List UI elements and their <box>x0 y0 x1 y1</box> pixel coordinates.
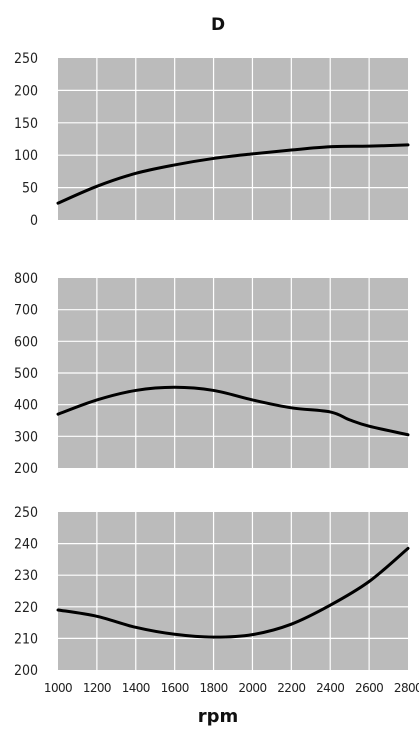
y-tick-label: 200 <box>14 461 38 477</box>
y-tick-label: 100 <box>14 148 38 164</box>
y-tick-label: 300 <box>14 429 38 445</box>
y-tick-label: 150 <box>14 116 38 132</box>
x-axis-ticks: 1000 1200 1400 1600 1800 2000 2200 2400 2600 2800 <box>44 681 419 695</box>
x-tick-label: 2200 <box>277 681 305 695</box>
y-tick-label: 200 <box>14 83 38 99</box>
series-line <box>56 546 410 639</box>
plot-background <box>58 58 408 220</box>
y-tick-label: 250 <box>14 51 38 67</box>
x-tick-label: 2800 <box>394 681 419 695</box>
x-tick-label: 1600 <box>161 681 189 695</box>
y-tick-label: 700 <box>14 303 38 319</box>
x-tick-label: 1400 <box>122 681 150 695</box>
x-tick-label: 1000 <box>44 681 72 695</box>
y-tick-label: 220 <box>14 600 38 616</box>
y-tick-label: 230 <box>14 568 38 584</box>
y-tick-label: 500 <box>14 366 38 382</box>
y-tick-label: 240 <box>14 537 38 553</box>
y-tick-label: 200 <box>14 663 38 679</box>
y-tick-label: 250 <box>14 505 38 521</box>
chart-panels: 0501001502002502003004005006007008002002… <box>14 51 410 679</box>
y-tick-label: 400 <box>14 398 38 414</box>
panel-2: 200 300 400 500 600 700 800 <box>14 271 410 477</box>
y-tick-label: 50 <box>22 181 38 197</box>
x-tick-label: 1200 <box>83 681 111 695</box>
x-axis-label: rpm <box>198 706 239 727</box>
panel-1: 0 50 100 150 200 250 <box>14 51 410 229</box>
x-tick-label: 2000 <box>238 681 266 695</box>
x-tick-label: 2600 <box>355 681 383 695</box>
y-tick-label: 210 <box>14 631 38 647</box>
x-tick-label: 2400 <box>316 681 344 695</box>
chart-title: D <box>211 15 225 35</box>
y-tick-label: 600 <box>14 334 38 350</box>
y-tick-label: 0 <box>30 213 38 229</box>
plot-background <box>58 512 408 670</box>
x-tick-label: 1800 <box>199 681 227 695</box>
panel-3: 200 210 220 230 240 250 <box>14 505 410 679</box>
series-line <box>56 385 410 437</box>
y-tick-label: 800 <box>14 271 38 287</box>
series-line <box>56 143 410 205</box>
